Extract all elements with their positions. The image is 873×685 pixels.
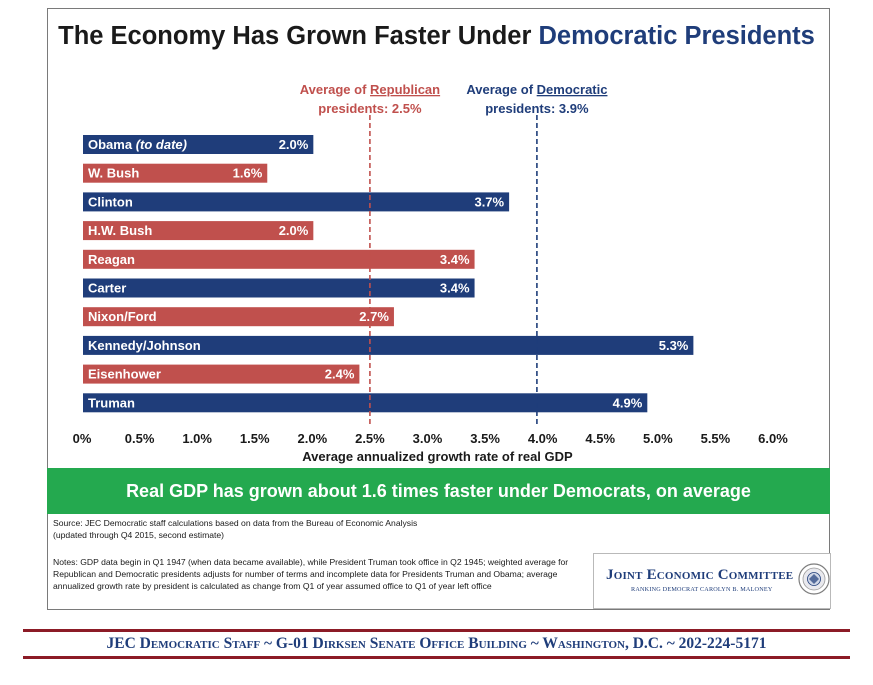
bar-value-label: 3.4%: [440, 252, 470, 267]
average-label-line1: Average of Republican: [300, 82, 440, 97]
title-prefix: The Economy Has Grown Faster Under: [58, 22, 539, 50]
bar-8: [83, 364, 360, 384]
footer-bar: JEC Democratic Staff ~ G-01 Dirksen Sena…: [23, 629, 850, 659]
source-line-1: Source: JEC Democratic staff calculation…: [53, 518, 418, 528]
bar-chart: Obama (to date) 2.0% W. Bush 1.6% Clinton 3.7…: [73, 82, 789, 464]
x-tick-label: 5.5%: [701, 431, 731, 446]
bar-category-label: Kennedy/Johnson: [88, 338, 201, 353]
bar-value-label: 5.3%: [659, 338, 689, 353]
bar-value-label: 2.0%: [279, 223, 309, 238]
bar-category-label: W. Bush: [88, 166, 139, 181]
bar-2: [83, 192, 510, 212]
bar-category-label: Clinton: [88, 194, 133, 209]
x-tick-label: 3.0%: [413, 431, 443, 446]
x-tick-label: 2.0%: [298, 431, 328, 446]
x-tick-label: 5.0%: [643, 431, 673, 446]
bar-value-label: 3.4%: [440, 281, 470, 296]
notes-text: Notes: GDP data begin in Q1 1947 (when d…: [53, 557, 569, 591]
x-tick-label: 6.0%: [758, 431, 788, 446]
bar-7: [83, 335, 694, 355]
source-note: Source: JEC Democratic staff calculation…: [53, 517, 613, 541]
x-tick-label: 4.5%: [585, 431, 615, 446]
bar-value-label: 4.9%: [613, 395, 643, 410]
source-line-2: (updated through Q4 2015, second estimat…: [53, 530, 225, 540]
bar-value-label: 2.4%: [325, 367, 355, 382]
bar-category-label: Nixon/Ford: [88, 309, 157, 324]
x-tick-label: 0.5%: [125, 431, 155, 446]
x-tick-label: 4.0%: [528, 431, 558, 446]
bar-0: [83, 135, 314, 154]
summary-banner: Real GDP has grown about 1.6 times faste…: [47, 468, 830, 514]
bar-6: [83, 307, 394, 327]
bar-category-label: Reagan: [88, 252, 135, 267]
x-tick-label: 1.5%: [240, 431, 270, 446]
bar-category-label: Carter: [88, 281, 126, 296]
x-tick-label: 2.5%: [355, 431, 385, 446]
average-label-line2: presidents: 3.9%: [485, 101, 589, 116]
bar-5: [83, 278, 475, 298]
logo-name: Joint Economic Committee: [606, 567, 794, 583]
average-label-line1: Average of Democratic: [466, 82, 607, 97]
jec-logo: Joint Economic Committee RANKING DEMOCRA…: [593, 553, 831, 609]
bar-value-label: 3.7%: [474, 194, 504, 209]
summary-banner-text: Real GDP has grown about 1.6 times faste…: [126, 480, 751, 501]
bar-category-label: Eisenhower: [88, 367, 161, 382]
x-tick-label: 0%: [73, 431, 92, 446]
bar-value-label: 1.6%: [233, 166, 263, 181]
x-axis-title: Average annualized growth rate of real G…: [302, 449, 573, 464]
title-highlight: Democratic Presidents: [538, 22, 815, 50]
bar-value-label: 2.7%: [359, 309, 389, 324]
chart-title: The Economy Has Grown Faster Under Democ…: [0, 22, 873, 51]
bar-category-label: Truman: [88, 395, 135, 410]
average-label-line2: presidents: 2.5%: [318, 101, 422, 116]
x-tick-label: 1.0%: [182, 431, 212, 446]
bar-3: [83, 221, 314, 241]
logo-subtitle: RANKING DEMOCRAT CAROLYN B. MALONEY: [631, 586, 773, 593]
bar-category-label: Obama (to date): [88, 137, 187, 152]
congress-seal-icon: [798, 563, 830, 595]
bar-4: [83, 249, 475, 269]
footer-text: JEC Democratic Staff ~ G-01 Dirksen Sena…: [106, 635, 767, 652]
bar-1: [83, 163, 268, 183]
x-tick-label: 3.5%: [470, 431, 500, 446]
bar-category-label: H.W. Bush: [88, 223, 152, 238]
bar-value-label: 2.0%: [279, 137, 309, 152]
bar-9: [83, 393, 648, 413]
